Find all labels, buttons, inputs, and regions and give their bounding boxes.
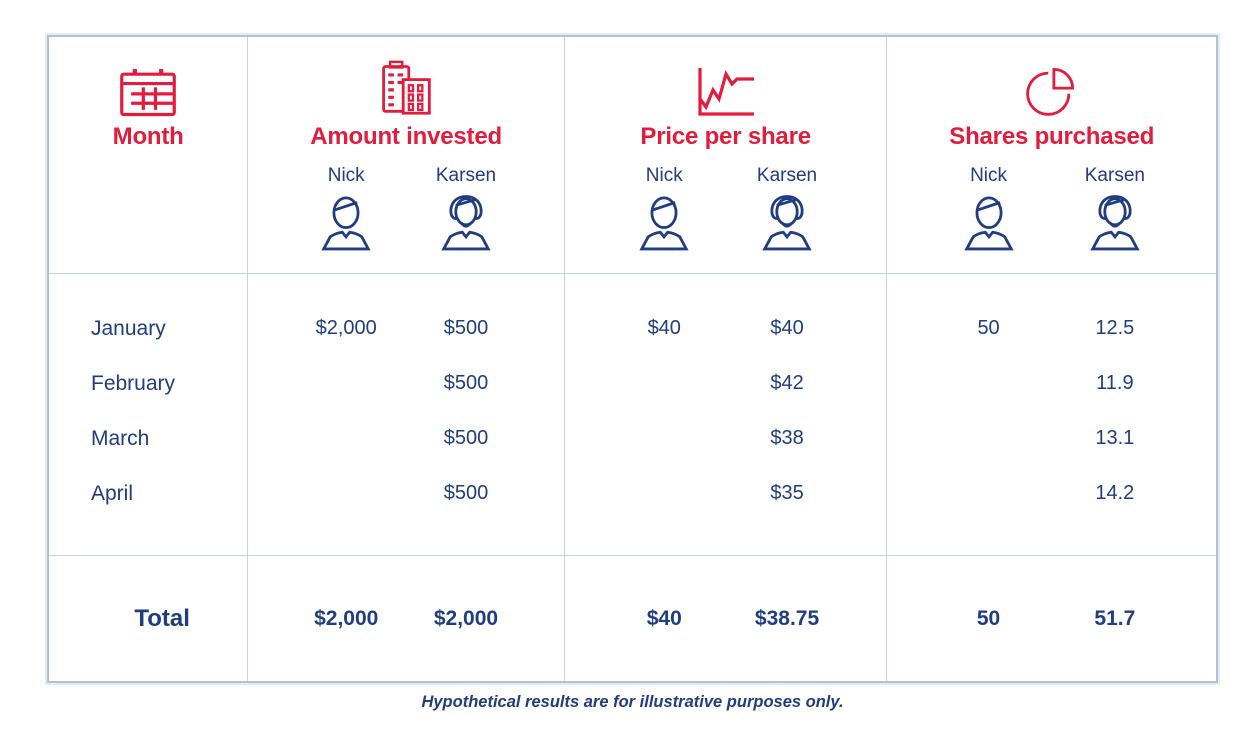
value-cell: $35 — [770, 482, 804, 504]
value-cell: $2,000 — [315, 317, 377, 339]
value-cell — [286, 356, 406, 411]
male-person-icon — [925, 192, 1051, 252]
value-cell — [603, 466, 726, 521]
value-cell: 11.9 — [1096, 372, 1134, 394]
month-list: January February March April — [49, 273, 248, 555]
value-cell — [286, 411, 406, 466]
line-chart-icon — [694, 55, 758, 119]
value-cell — [286, 466, 406, 521]
person-name-nick: Nick — [327, 165, 365, 186]
month-label: February — [91, 372, 176, 395]
value-cell — [925, 356, 1051, 411]
column-title: Amount invested — [310, 123, 502, 150]
total-value: 50 — [976, 607, 1001, 630]
calendar-icon — [118, 55, 178, 119]
comparison-table: Month Amount invested Nick Karsen — [47, 35, 1218, 683]
value-cell — [925, 466, 1051, 521]
column-title: Shares purchased — [949, 123, 1155, 150]
total-value: $38.75 — [754, 607, 820, 630]
clipboard-building-icon — [378, 55, 434, 119]
month-label: March — [91, 427, 150, 450]
person-name-nick: Nick — [970, 165, 1008, 186]
header-price-per-share: Price per share Nick Karsen — [563, 37, 887, 273]
value-cell: $500 — [443, 372, 489, 394]
value-cell: 14.2 — [1095, 482, 1135, 504]
pie-chart-icon — [1022, 55, 1082, 119]
column-title: Price per share — [640, 123, 811, 150]
total-row-label-cell: Total — [49, 555, 248, 681]
shares-purchased-values: 50 12.5 11.9 13.1 14.2 — [886, 273, 1216, 555]
value-cell: $40 — [647, 317, 681, 339]
value-cell: $42 — [770, 372, 804, 394]
total-shares-purchased: 50 51.7 — [886, 555, 1216, 681]
total-value: $2,000 — [314, 607, 379, 630]
total-amount-invested: $2,000 $2,000 — [247, 555, 564, 681]
female-person-icon — [1052, 192, 1178, 252]
value-cell: $40 — [770, 317, 804, 339]
female-person-icon — [726, 192, 849, 252]
value-cell: $500 — [443, 427, 489, 449]
total-value: $2,000 — [433, 607, 499, 630]
value-cell: 12.5 — [1095, 317, 1135, 339]
value-cell: 50 — [977, 317, 1000, 339]
disclaimer-text: Hypothetical results are for illustrativ… — [421, 693, 844, 711]
total-value: $40 — [646, 607, 682, 630]
male-person-icon — [286, 192, 406, 252]
female-person-icon — [406, 192, 526, 252]
total-price-per-share: $40 $38.75 — [563, 555, 887, 681]
person-name-karsen: Karsen — [756, 165, 818, 186]
value-cell: $500 — [443, 317, 489, 339]
value-cell — [603, 356, 726, 411]
value-cell — [603, 411, 726, 466]
month-label: January — [91, 317, 166, 340]
total-label: Total — [134, 604, 190, 632]
header-month: Month — [49, 37, 247, 273]
value-cell: $500 — [443, 482, 489, 504]
person-name-nick: Nick — [645, 165, 683, 186]
month-label: April — [91, 482, 134, 505]
value-cell: $38 — [770, 427, 804, 449]
value-cell — [925, 411, 1051, 466]
price-per-share-values: $40 $40 $42 $38 $35 — [563, 273, 887, 555]
amount-invested-values: $2,000 $500 $500 $500 $500 — [247, 273, 564, 555]
header-amount-invested: Amount invested Nick Karsen — [247, 37, 564, 273]
value-cell: 13.1 — [1095, 427, 1135, 449]
header-shares-purchased: Shares purchased Nick Karsen — [886, 37, 1216, 273]
male-person-icon — [603, 192, 726, 252]
person-name-karsen: Karsen — [1084, 165, 1145, 186]
total-value: 51.7 — [1094, 607, 1136, 630]
column-title: Month — [112, 123, 184, 150]
person-name-karsen: Karsen — [435, 165, 497, 186]
